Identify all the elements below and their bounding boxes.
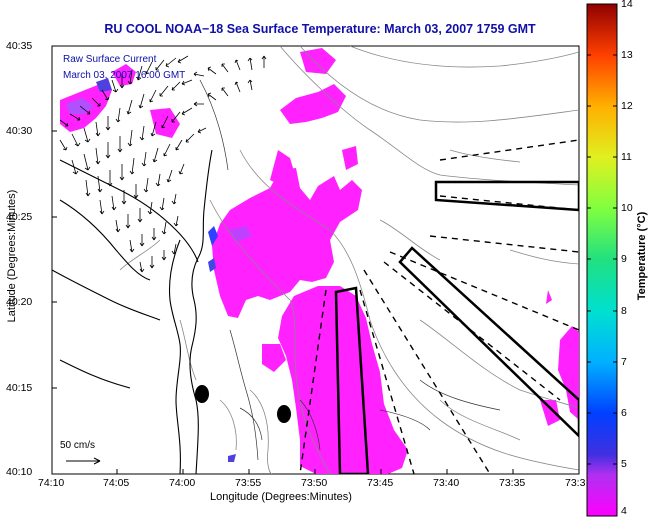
colorbar-tick-label: 12 — [621, 100, 633, 112]
legend-line-1: Raw Surface Current — [63, 54, 157, 65]
xtick-label: 74:00 — [169, 477, 196, 489]
ytick-label: 40:30 — [6, 125, 33, 137]
xtick-label: 73:55 — [235, 477, 262, 489]
xtick-label: 74:05 — [103, 477, 130, 489]
colorbar-tick-label: 6 — [621, 407, 627, 419]
axis-tickmarks — [51, 45, 580, 475]
xtick-label: 73:35 — [499, 477, 526, 489]
scale-label: 50 cm/s — [60, 440, 96, 451]
closed-areas — [334, 180, 579, 474]
xtick-label: 73:3 — [565, 477, 586, 489]
coastline — [52, 149, 213, 474]
bathymetry-contours — [119, 46, 579, 474]
cold-patches — [66, 78, 252, 462]
xtick-label: 74:10 — [38, 477, 65, 489]
colorbar-tick-label: 11 — [621, 151, 632, 163]
ytick-label: 40:15 — [6, 382, 33, 394]
ytick-label: 40:25 — [6, 211, 33, 223]
colorbar-tick-label: 9 — [621, 253, 627, 265]
colorbar-tick-label: 4 — [621, 505, 627, 517]
y-axis-title: Latitude (Degrees:Minutes) — [6, 189, 18, 323]
ytick-label: 40:20 — [6, 296, 33, 308]
xtick-label: 73:50 — [301, 477, 328, 489]
nearshore-contours — [199, 79, 501, 461]
colorbar-title: Temperature (°C) — [636, 211, 648, 301]
colorbar-tick-label: 14 — [621, 0, 633, 10]
scale-arrow — [66, 457, 101, 465]
colorbar — [586, 3, 618, 517]
ytick-label: 40:35 — [6, 40, 33, 52]
sst-patches — [60, 48, 579, 474]
xtick-label: 73:40 — [433, 477, 460, 489]
colorbar-tick-label: 10 — [621, 202, 633, 214]
legend-line-2: March 03, 2007 16:00 GMT — [63, 70, 186, 81]
xtick-label: 73:45 — [367, 477, 394, 489]
marker-2 — [277, 405, 291, 423]
colorbar-tick-label: 13 — [621, 49, 633, 61]
marker-1 — [195, 385, 209, 403]
map-title: RU COOL NOAA−18 Sea Surface Temperature:… — [104, 22, 536, 36]
colorbar-tick-label: 8 — [621, 305, 627, 317]
colorbar-tickmarks — [587, 54, 617, 465]
x-axis-title: Longitude (Degrees:Minutes) — [210, 491, 352, 503]
ytick-label: 40:10 — [6, 466, 33, 478]
colorbar-tick-label: 7 — [621, 356, 627, 368]
colorbar-tick-label: 5 — [621, 458, 627, 470]
current-vectors — [59, 55, 267, 273]
